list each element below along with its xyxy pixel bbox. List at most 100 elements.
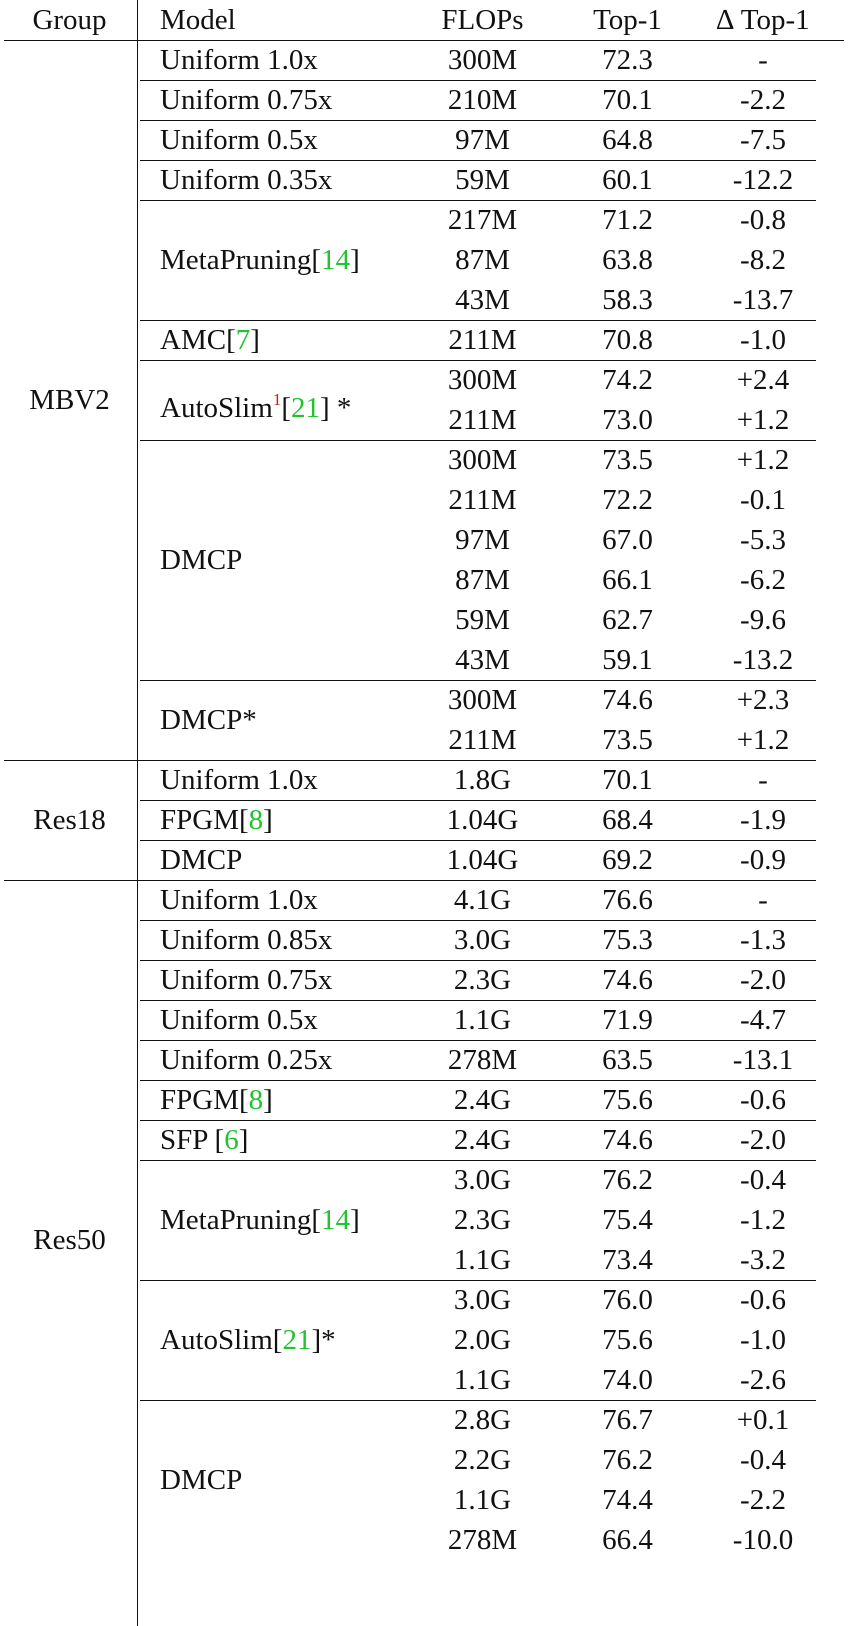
block-rule bbox=[140, 1120, 816, 1121]
model-name: AutoSlim bbox=[160, 392, 273, 424]
model-name: Uniform 0.35x bbox=[160, 164, 333, 196]
block-rule bbox=[140, 160, 816, 161]
table-row: 97M 67.0 -5.3 bbox=[0, 520, 849, 560]
delta-top1-cell: -6.2 bbox=[740, 564, 786, 596]
model-name: Uniform 0.25x bbox=[160, 1044, 333, 1076]
flops-cell: 97M bbox=[455, 524, 510, 556]
flops-cell: 210M bbox=[447, 84, 518, 116]
table-row: 1.1G 74.0 -2.6 bbox=[0, 1360, 849, 1400]
top1-cell: 63.8 bbox=[602, 244, 653, 276]
block-rule bbox=[140, 1280, 816, 1281]
model-name: SFP [ bbox=[160, 1124, 225, 1156]
block-rule bbox=[140, 680, 816, 681]
table-row: 97M 64.8 -7.5 bbox=[0, 120, 849, 160]
table-row: 211M 70.8 -1.0 bbox=[0, 320, 849, 360]
citation-link[interactable]: 14 bbox=[321, 244, 351, 276]
flops-cell: 2.3G bbox=[453, 1204, 512, 1236]
model-name: FPGM[ bbox=[160, 804, 249, 836]
citation-link[interactable]: 8 bbox=[248, 1084, 264, 1116]
table-row: 1.8G 70.1 - bbox=[0, 760, 849, 800]
delta-top1-cell: - bbox=[758, 764, 768, 796]
delta-top1-cell: -0.4 bbox=[740, 1164, 786, 1196]
citation-link[interactable]: 6 bbox=[224, 1124, 239, 1156]
table-row: 211M 73.0 +1.2 bbox=[0, 400, 849, 440]
block-rule bbox=[140, 80, 816, 81]
flops-cell: 211M bbox=[448, 484, 517, 516]
citation-link[interactable]: 21 bbox=[282, 1324, 312, 1356]
table-row: 87M 66.1 -6.2 bbox=[0, 560, 849, 600]
model-name: Uniform 0.5x bbox=[160, 1004, 318, 1036]
flops-cell: 1.1G bbox=[453, 1484, 512, 1516]
ref-close-bracket: ] bbox=[350, 244, 360, 276]
block-rule bbox=[140, 440, 816, 441]
flops-cell: 1.04G bbox=[446, 804, 519, 836]
table-row: 43M 59.1 -13.2 bbox=[0, 640, 849, 680]
footnote-marker: 1 bbox=[272, 390, 282, 409]
model-name: Uniform 0.85x bbox=[160, 924, 333, 956]
delta-top1-cell: -0.8 bbox=[740, 204, 786, 236]
citation-link[interactable]: 7 bbox=[235, 324, 251, 356]
group-rule bbox=[4, 760, 816, 761]
top1-cell: 73.4 bbox=[602, 1244, 653, 1276]
table-row: 4.1G 76.6 - bbox=[0, 880, 849, 920]
flops-cell: 3.0G bbox=[453, 924, 512, 956]
block-rule bbox=[140, 1000, 816, 1001]
header-delta-top1: ∆ Top-1 bbox=[716, 4, 810, 36]
delta-top1-cell: -3.2 bbox=[740, 1244, 786, 1276]
top1-cell: 76.6 bbox=[602, 884, 653, 916]
delta-top1-cell: -1.0 bbox=[740, 1324, 786, 1356]
top1-cell: 74.4 bbox=[602, 1484, 653, 1516]
top1-cell: 74.2 bbox=[602, 364, 653, 396]
delta-top1-cell: - bbox=[758, 44, 768, 76]
top1-cell: 64.8 bbox=[602, 124, 653, 156]
top1-cell: 73.0 bbox=[602, 404, 653, 436]
model-name: DMCP bbox=[160, 844, 243, 876]
delta-top1-cell: -1.9 bbox=[740, 804, 786, 836]
table-row: 59M 60.1 -12.2 bbox=[0, 160, 849, 200]
delta-top1-cell: -1.2 bbox=[740, 1204, 786, 1236]
table-row: 211M 73.5 +1.2 bbox=[0, 720, 849, 760]
delta-top1-cell: -2.2 bbox=[740, 1484, 786, 1516]
citation-link[interactable]: 21 bbox=[290, 392, 320, 424]
table-row: 217M 71.2 -0.8 bbox=[0, 200, 849, 240]
delta-top1-cell: -4.7 bbox=[740, 1004, 786, 1036]
block-rule bbox=[140, 960, 816, 961]
flops-cell: 300M bbox=[447, 444, 518, 476]
table-row: 2.8G 76.7 +0.1 bbox=[0, 1400, 849, 1440]
flops-cell: 2.8G bbox=[453, 1404, 512, 1436]
flops-cell: 1.8G bbox=[453, 764, 512, 796]
ref-close-bracket: ]* bbox=[311, 1324, 336, 1356]
top1-cell: 75.6 bbox=[602, 1084, 653, 1116]
header-top1: Top-1 bbox=[593, 4, 662, 36]
delta-top1-cell: -7.5 bbox=[740, 124, 786, 156]
delta-top1-cell: - bbox=[758, 884, 768, 916]
citation-link[interactable]: 14 bbox=[321, 1204, 351, 1236]
top1-cell: 73.5 bbox=[602, 724, 653, 756]
table-row: 2.0G 75.6 -1.0 bbox=[0, 1320, 849, 1360]
model-name: Uniform 1.0x bbox=[160, 884, 318, 916]
delta-top1-cell: +0.1 bbox=[736, 1404, 790, 1436]
table-row: 300M 74.6 +2.3 bbox=[0, 680, 849, 720]
delta-top1-cell: -2.0 bbox=[740, 964, 786, 996]
delta-top1-cell: +1.2 bbox=[736, 444, 790, 476]
flops-cell: 1.04G bbox=[446, 844, 519, 876]
table-row: 211M 72.2 -0.1 bbox=[0, 480, 849, 520]
model-label: Uniform 0.75x bbox=[160, 960, 332, 1000]
flops-cell: 211M bbox=[448, 404, 517, 436]
top1-cell: 71.2 bbox=[602, 204, 653, 236]
delta-top1-cell: -0.6 bbox=[740, 1284, 786, 1316]
top1-cell: 70.1 bbox=[602, 84, 653, 116]
table-row: 300M 72.3 - bbox=[0, 40, 849, 80]
top1-cell: 69.2 bbox=[602, 844, 653, 876]
flops-cell: 2.3G bbox=[453, 964, 512, 996]
flops-cell: 87M bbox=[455, 244, 510, 276]
flops-cell: 43M bbox=[455, 284, 510, 316]
top1-cell: 76.2 bbox=[602, 1164, 653, 1196]
delta-top1-cell: -13.2 bbox=[732, 644, 794, 676]
block-rule bbox=[140, 1400, 816, 1401]
model-label: AutoSlim[21]* bbox=[160, 1320, 336, 1360]
model-name: MetaPruning[ bbox=[160, 244, 322, 276]
group-label: Res18 bbox=[33, 804, 106, 836]
citation-link[interactable]: 8 bbox=[248, 804, 264, 836]
